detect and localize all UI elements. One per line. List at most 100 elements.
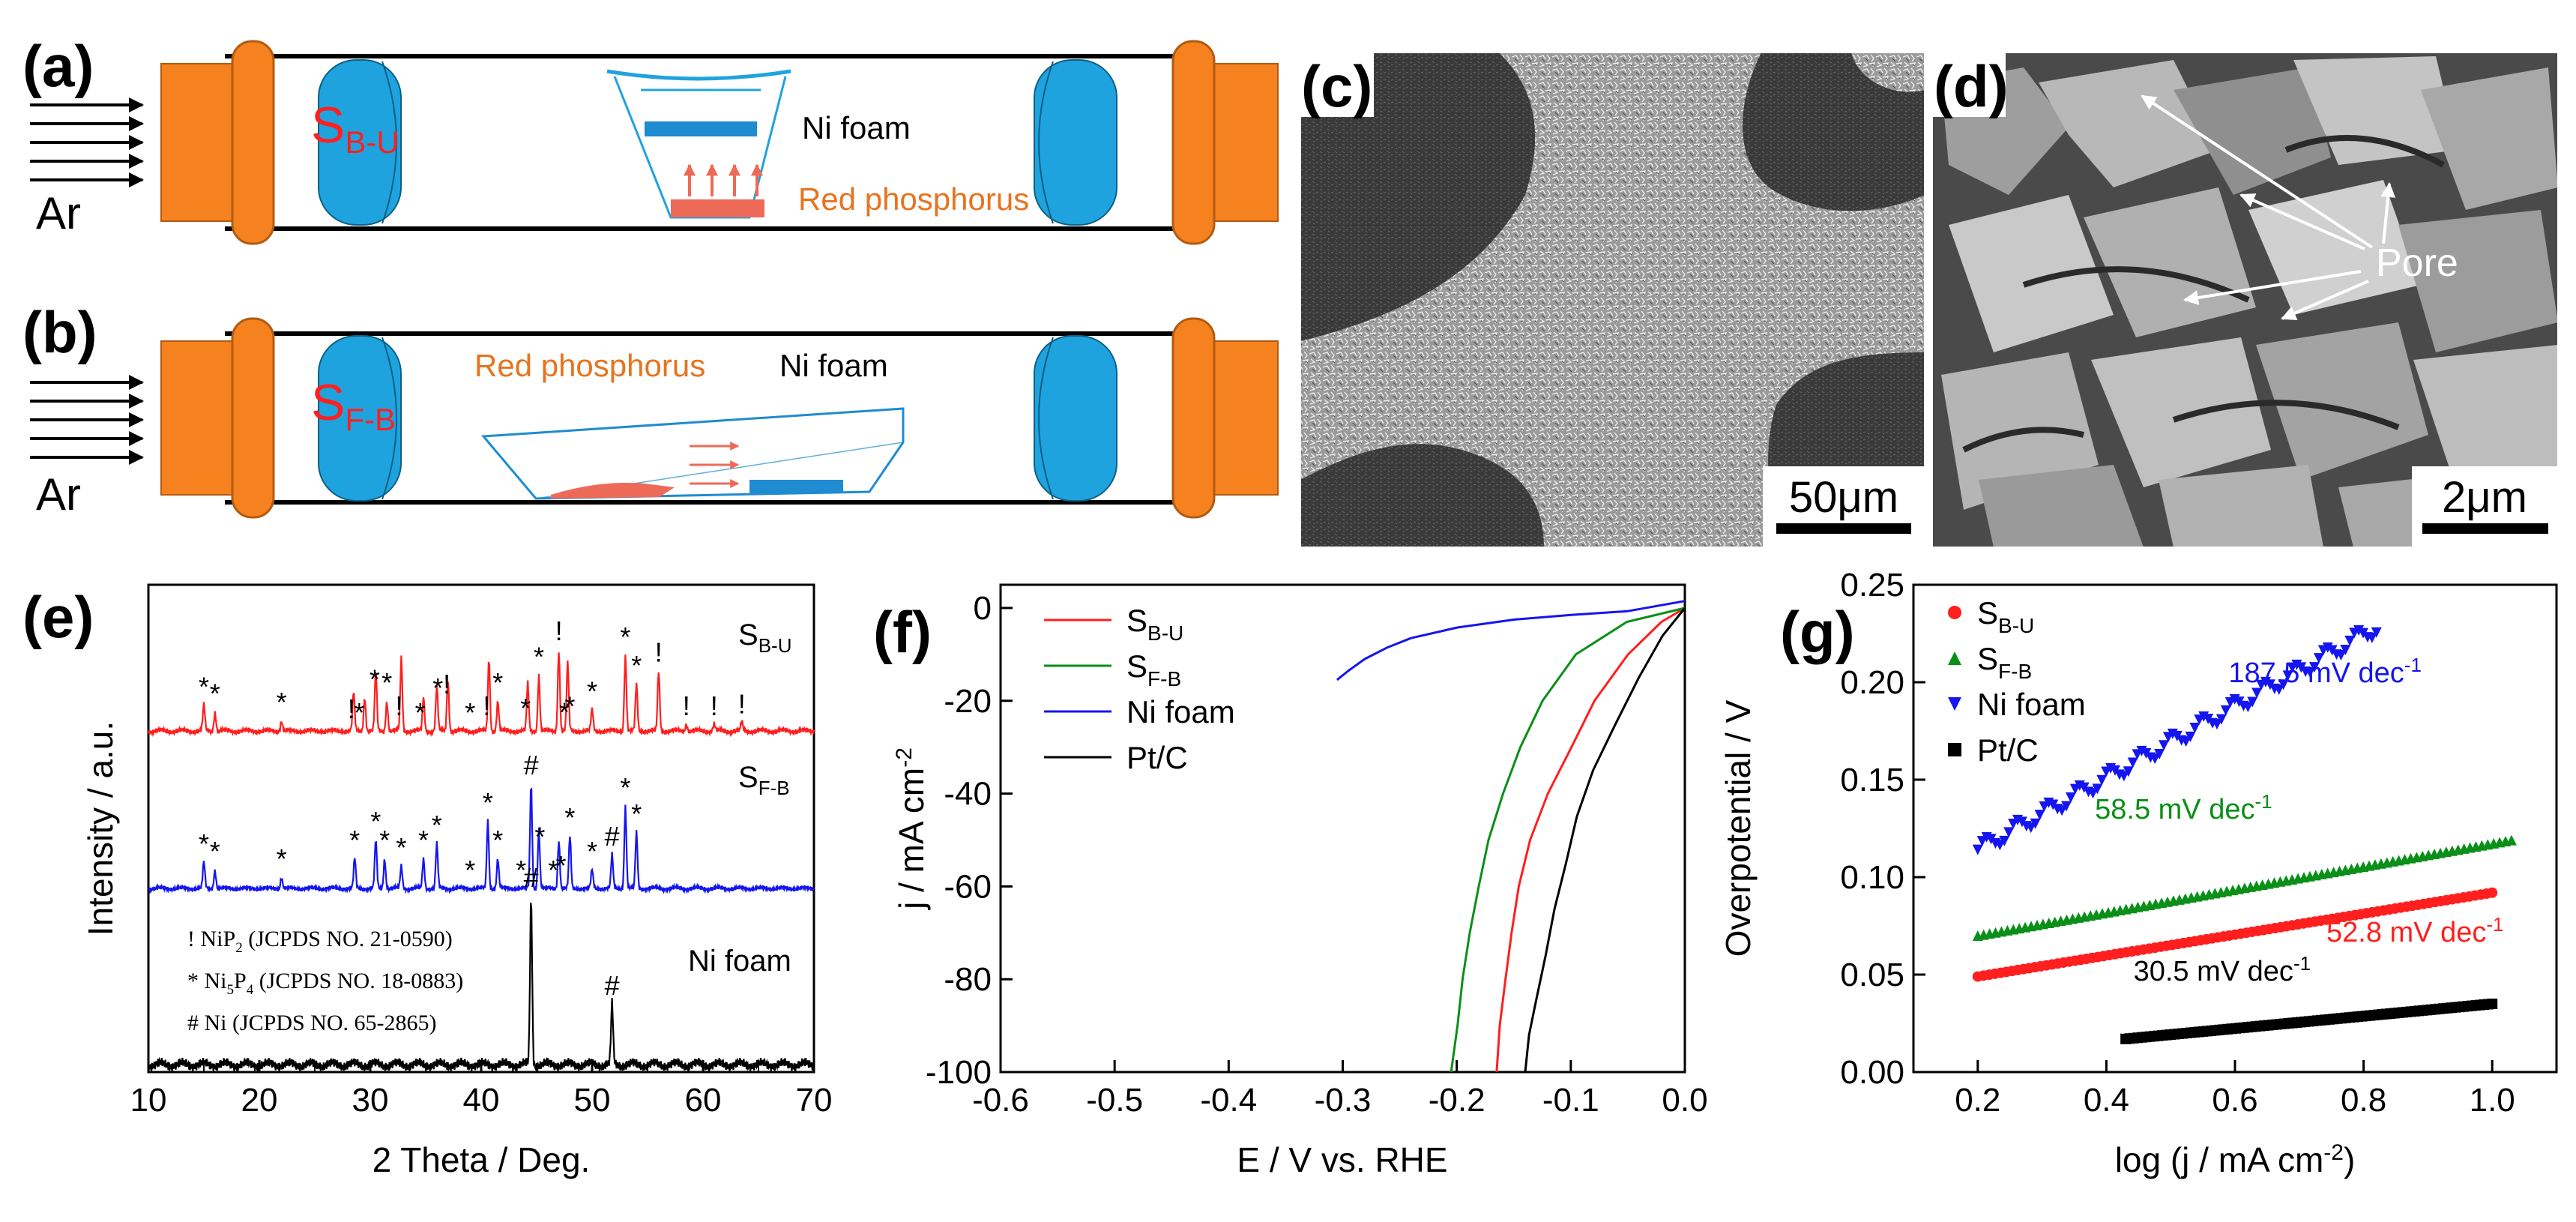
phase-marker: * [520,693,531,723]
phase-legend-ni: # Ni (JCPDS NO. 65-2865) [187,1011,437,1035]
phase-marker: ! [738,689,746,720]
tafel-point [2247,696,2258,708]
x-axis-e: 10 20 30 40 50 60 70 [130,1060,832,1119]
panel-g-tafel-chart: (g) 0.2 0.4 0.6 0.8 1.00.000.050.100.150.200… [1719,567,2558,1179]
tafel-point [2123,766,2134,777]
gas-label-a: Ar [36,188,81,238]
gas-flow-arrows-a [30,97,144,187]
legend-g-ptc-marker [1948,743,1961,756]
x-tick-label-f: -0.2 [1429,1082,1485,1119]
scalebar-d [2422,523,2548,534]
x-tick-label-g: 0.6 [2212,1082,2257,1119]
panel-e-xrd-chart: (e) 10 20 30 40 50 60 70 * * * !** *! ** !* !***!****… [22,583,832,1179]
tafel-points [1972,624,2517,1044]
phase-marker: * [516,855,526,885]
legend-g: SB-USF-B Ni foam Pt/C [1948,595,2086,768]
panel-b: (b) Ar SF-B Red phosphorus Ni foam [22,299,1279,520]
quartz-plug-left-b [318,335,402,502]
y-tick-label-f: -60 [944,868,992,905]
tafel-points-ptc [2120,999,2498,1044]
legend-g-sbu-marker [1948,606,1961,619]
phase-marker: * [354,697,364,728]
phase-marker: * [564,690,575,721]
phase-marker: * [432,672,443,703]
panel-label-f: (f) [873,599,932,665]
y-tick-label-g: 0.05 [1840,957,1904,993]
label-box-d [1932,52,2006,117]
phase-marker: ! [483,690,490,721]
tafel-point [2340,644,2351,655]
panel-a: (a) Ar SB-U [22,33,1279,245]
axes-f: -0.6 -0.5 -0.4 -0.3 -0.2 -0.1 0.0 0 -20 -40 -60 -80… [926,590,1708,1119]
tafel-point [2057,805,2068,816]
x-tick-label-f: -0.5 [1086,1082,1143,1119]
tafel-point [2003,827,2015,838]
x-tick-label-f: -0.3 [1315,1082,1372,1119]
panel-label-g: (g) [1780,599,1855,665]
phase-marker: ! [348,693,355,724]
xrd-pattern-sfb [148,787,815,895]
ni-foam-sample-b [749,480,843,493]
panel-label-c: (c) [1301,53,1372,119]
tafel-point [2242,702,2254,713]
phase-marker: * [277,843,287,874]
sample-label-a: SB-U [311,97,399,160]
series-label-e-sfb: SF-B [738,761,790,799]
tafel-point [2371,627,2382,638]
y-tick-label-f: -20 [944,683,992,720]
tafel-point [2180,736,2192,747]
phase-marker: # [524,862,539,893]
y-axis-label-e: Intensity / a.u. [81,721,120,936]
phase-marker: # [524,750,539,780]
x-tick-label-e: 20 [241,1082,278,1119]
xrd-pattern-nifoam [147,902,815,1073]
y-tick-label-f: -100 [926,1054,992,1091]
panel-c-sem-image: (c) 50μm [1300,52,1925,548]
phase-marker: * [631,798,642,829]
phase-marker: ! [655,637,663,668]
tafel-points-sbu [1972,887,2498,982]
legend-f-sbu-label: SB-U [1126,603,1183,645]
tafel-point [2154,749,2165,760]
phase-marker: * [199,672,209,702]
lsv-curve-sbu [1495,607,1686,1073]
tafel-point [2185,731,2196,742]
phase-marker: ! [555,615,563,646]
scalebar-label-c: 50μm [1789,473,1898,522]
legend-f-ptc-label: Pt/C [1126,740,1188,775]
sample-label-b: SF-B [311,374,396,437]
gas-flow-arrows-b [30,375,144,465]
x-axis-label-f: E / V vs. RHE [1237,1140,1447,1179]
phase-marker: * [587,675,597,706]
phase-marker: * [379,825,390,855]
y-tick-label-f: -40 [944,776,992,813]
tafel-point [2305,666,2316,678]
phase-marker: * [418,825,429,855]
lsv-curve-sfb [1450,607,1686,1073]
x-tick-label-e: 10 [130,1082,167,1119]
furnace-flange-right-a [1171,40,1216,245]
tafel-point [2487,887,2498,898]
quartz-plug-right-b [1034,335,1117,502]
tafel-point [2127,757,2138,768]
crucible-upright-a [606,69,791,219]
furnace-flange-left-a [231,40,275,245]
label-box-c [1300,52,1374,117]
tafel-point [2335,649,2347,660]
legend-g-nifoam-label: Ni foam [1977,687,2086,722]
xrd-patterns [147,652,815,1073]
legend-g-sbu-label: SB-U [1977,595,2034,637]
y-tick-label-f: -80 [944,961,992,998]
ni-foam-label-b: Ni foam [779,348,888,383]
phase-marker: * [369,663,380,694]
slope-label-ptc: 30.5 mV dec-1 [2134,952,2311,987]
tafel-point [2034,810,2045,821]
x-tick-label-e: 60 [685,1082,722,1119]
phase-marker: ! [443,669,450,699]
tafel-point [2189,723,2201,734]
phase-marker: * [620,772,630,803]
lsv-curve-nifoam [1336,600,1686,681]
y-tick-label-g: 0.15 [1840,762,1904,798]
tafel-point [2092,783,2103,795]
phosphorus-label-b: Red phosphorus [474,348,705,383]
